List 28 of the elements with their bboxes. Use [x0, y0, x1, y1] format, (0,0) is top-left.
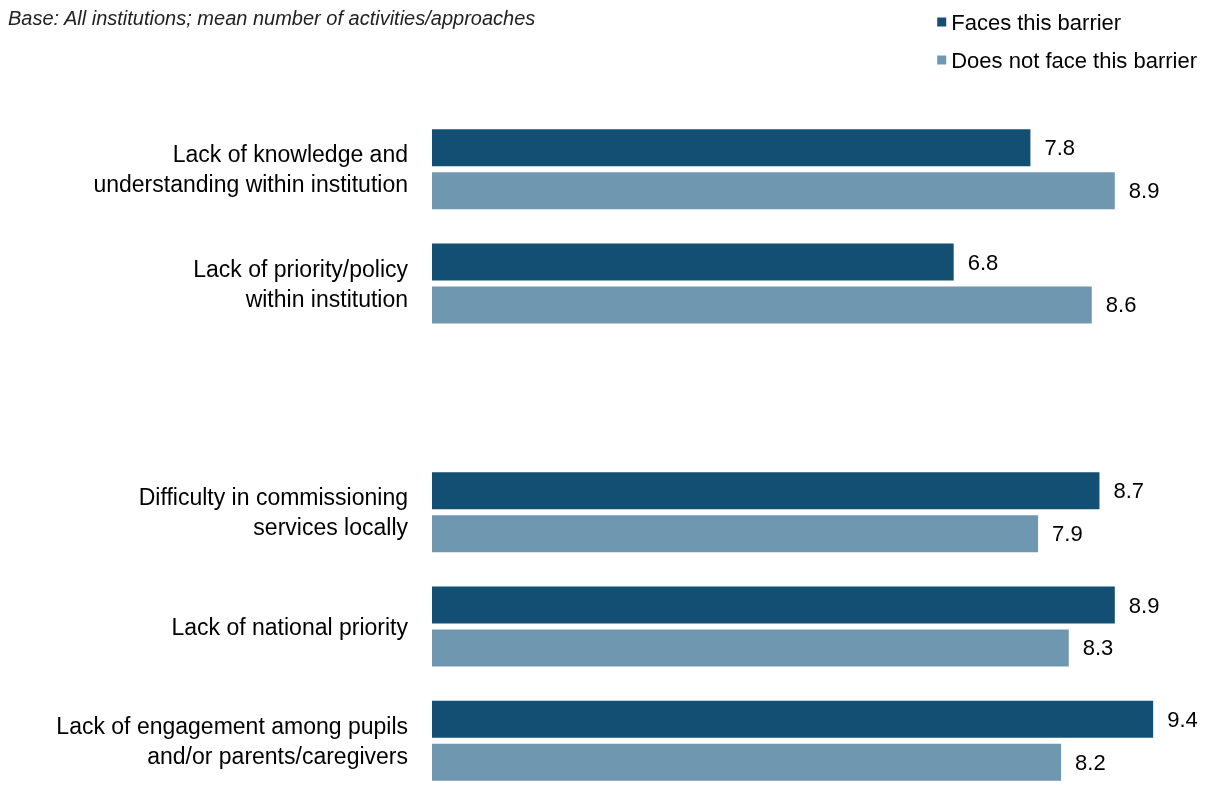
bar [432, 472, 1100, 510]
bar [432, 286, 1092, 324]
y-tick-label: Lack of knowledge and understanding within institution [93, 141, 408, 198]
data-label: 8.9 [1128, 592, 1160, 618]
bar [432, 629, 1069, 667]
data-label: 8.3 [1082, 635, 1114, 661]
bar [432, 586, 1115, 624]
bar [432, 172, 1115, 210]
data-label: 8.7 [1113, 478, 1145, 504]
data-label: 7.8 [1044, 135, 1075, 161]
data-label: 9.4 [1167, 706, 1198, 732]
data-label: 8.6 [1105, 292, 1137, 318]
legend-label: Does not face this barrier [951, 47, 1197, 73]
bar [432, 743, 1062, 781]
text: Base: All institutions; mean number of activities/approaches [8, 7, 536, 29]
data-label: 8.2 [1075, 749, 1106, 775]
bar [432, 700, 1154, 738]
y-tick-label: Lack of national priority [171, 613, 409, 640]
bar [432, 243, 954, 281]
y-tick-label: Lack of priority/policy within institution [193, 255, 409, 312]
bar [432, 129, 1031, 167]
bar [432, 515, 1039, 553]
legend-label: Faces this barrier [951, 9, 1122, 35]
data-label: 8.9 [1128, 178, 1160, 204]
data-label: 6.8 [967, 249, 999, 275]
y-tick-label: Lack of engagement among pupils and/or parents/caregivers [56, 712, 408, 769]
y-tick-label: Difficulty in commissioning services locally [138, 484, 409, 541]
data-label: 7.9 [1052, 521, 1083, 547]
